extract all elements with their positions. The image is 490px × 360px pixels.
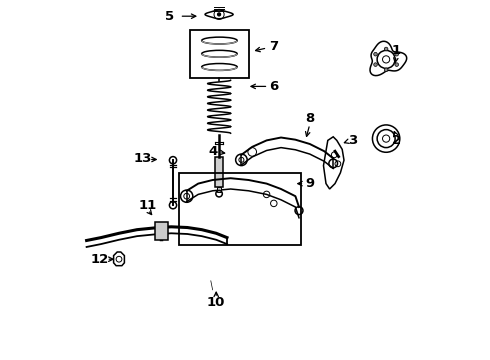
Text: 7: 7 bbox=[269, 40, 278, 53]
Text: 13: 13 bbox=[133, 152, 151, 165]
Circle shape bbox=[384, 68, 388, 72]
Text: 3: 3 bbox=[348, 134, 358, 147]
Text: 11: 11 bbox=[139, 199, 157, 212]
Bar bbox=[215, 157, 223, 187]
Bar bbox=[179, 173, 301, 245]
Circle shape bbox=[395, 63, 398, 66]
Bar bbox=[155, 222, 168, 240]
Circle shape bbox=[218, 13, 220, 16]
Text: 4: 4 bbox=[208, 145, 217, 158]
Text: 6: 6 bbox=[269, 80, 278, 93]
Circle shape bbox=[384, 47, 388, 51]
Circle shape bbox=[395, 53, 398, 56]
Text: 1: 1 bbox=[392, 44, 401, 57]
Circle shape bbox=[374, 53, 377, 56]
Text: 2: 2 bbox=[392, 134, 401, 147]
Bar bbox=[217, 187, 221, 192]
Bar bbox=[190, 30, 248, 78]
Text: 10: 10 bbox=[207, 296, 225, 309]
Text: 8: 8 bbox=[305, 112, 315, 125]
Circle shape bbox=[374, 63, 377, 66]
Text: 5: 5 bbox=[165, 10, 174, 23]
Text: 9: 9 bbox=[305, 177, 315, 190]
Text: 12: 12 bbox=[90, 253, 108, 266]
